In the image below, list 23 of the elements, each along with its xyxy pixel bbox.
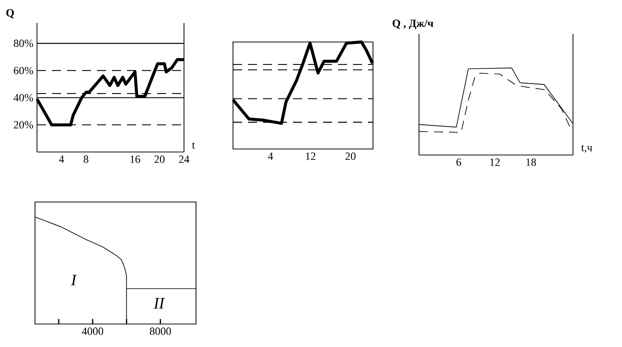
x-tick-label: 24 [179,156,190,163]
x-tick-label: 4 [58,156,64,163]
y-tick-label: 40% [14,94,34,102]
x-tick-label: 8000 [150,328,171,335]
x-tick-label: 12 [490,158,500,166]
x-tick-label: 20 [346,152,356,160]
x-tick-label: 4000 [82,328,104,335]
x-axis-title: t [192,142,195,149]
y-axis-title: Q [6,9,14,18]
annotation: II [154,298,165,308]
x-tick-label: 20 [154,156,165,163]
x-tick-label: 18 [526,158,536,166]
y-tick-label: 80% [14,40,34,48]
x-tick-label: 16 [130,156,140,163]
x-tick-label: 4 [268,152,274,160]
x-tick-label: 12 [306,152,316,160]
x-axis-title: t,ч [581,145,592,153]
y-axis-title: Q , Дж/ч [392,20,434,30]
x-tick-label: 6 [456,158,462,166]
x-tick-label: 8 [84,156,88,163]
annotation: I [70,274,77,286]
y-tick-label: 20% [14,121,34,129]
y-tick-label: 60% [14,66,34,74]
